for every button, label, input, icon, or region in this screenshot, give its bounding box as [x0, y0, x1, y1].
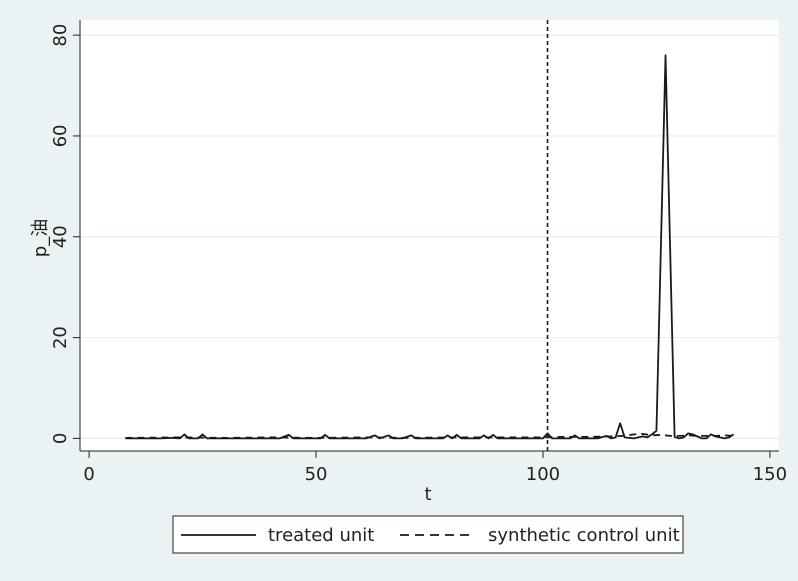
x-tick-label: 0	[83, 464, 94, 485]
x-axis-label: t	[424, 484, 431, 505]
legend-label-treated-unit: treated unit	[268, 525, 374, 546]
legend-label-synthetic-control-unit: synthetic control unit	[488, 525, 680, 546]
y-tick-label: 60	[50, 124, 71, 147]
y-tick-label: 20	[50, 326, 71, 349]
plot-area	[80, 20, 779, 451]
series	[125, 54, 735, 440]
y-axis-label: p_油	[30, 219, 51, 257]
series-line-synthetic-control-unit	[125, 432, 734, 439]
legend: treated unit synthetic control unit	[172, 515, 684, 554]
x-tick-label: 100	[526, 464, 560, 485]
y-tick-label: 0	[50, 433, 71, 444]
y-tick-label: 80	[50, 24, 71, 47]
x-tick-label: 50	[305, 464, 328, 485]
x-tick-label: 150	[753, 464, 787, 485]
legend-box	[172, 515, 684, 554]
axes: 0 20 40 60 80 0 50 100 150	[50, 20, 787, 485]
y-tick-label: 40	[50, 225, 71, 248]
